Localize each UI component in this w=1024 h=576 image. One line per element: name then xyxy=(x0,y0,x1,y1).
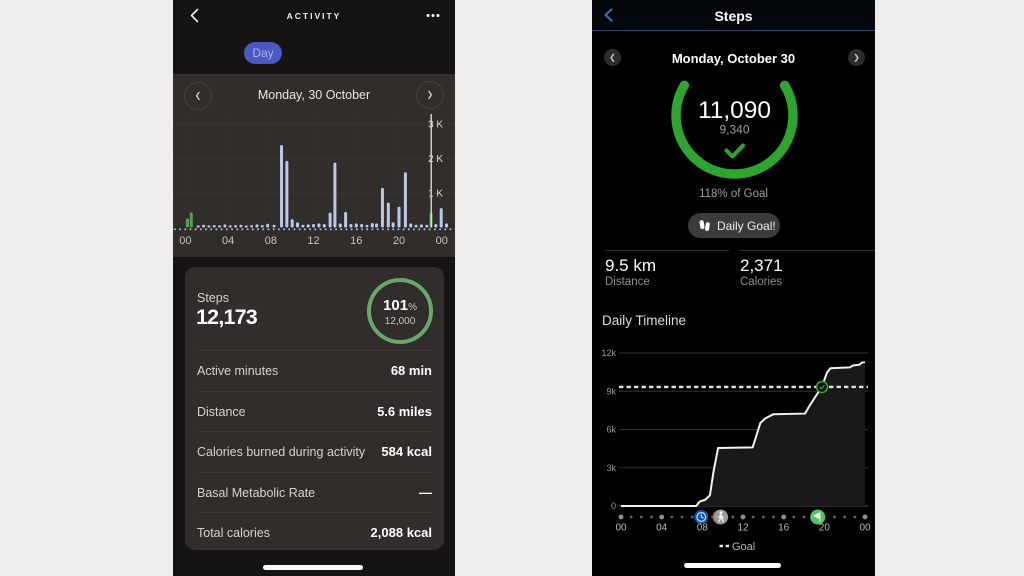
svg-text:04: 04 xyxy=(222,235,234,247)
svg-text:9,340: 9,340 xyxy=(719,122,749,136)
svg-text:04: 04 xyxy=(656,523,668,534)
svg-text:11,090: 11,090 xyxy=(698,97,771,124)
svg-text:6k: 6k xyxy=(606,425,616,435)
svg-text:00: 00 xyxy=(179,235,191,247)
svg-text:00: 00 xyxy=(615,523,627,534)
svg-text:0: 0 xyxy=(611,501,616,511)
svg-text:20: 20 xyxy=(393,235,405,247)
svg-text:2 K: 2 K xyxy=(428,154,443,165)
svg-text:3 K: 3 K xyxy=(428,120,443,131)
svg-text:00: 00 xyxy=(436,235,448,247)
svg-text:Goal: Goal xyxy=(732,541,755,553)
svg-text:12k: 12k xyxy=(601,348,616,358)
svg-text:20: 20 xyxy=(819,523,831,534)
svg-text:1 K: 1 K xyxy=(428,189,443,200)
svg-text:12,000: 12,000 xyxy=(385,316,416,327)
svg-text:101%: 101% xyxy=(383,297,417,314)
svg-text:00: 00 xyxy=(859,523,871,534)
svg-text:08: 08 xyxy=(265,235,277,247)
svg-text:3k: 3k xyxy=(606,463,616,473)
svg-text:16: 16 xyxy=(778,523,790,534)
svg-text:12: 12 xyxy=(307,235,319,247)
svg-text:12: 12 xyxy=(737,523,749,534)
svg-text:16: 16 xyxy=(350,235,362,247)
svg-text:9k: 9k xyxy=(606,386,616,396)
svg-text:08: 08 xyxy=(697,523,709,534)
